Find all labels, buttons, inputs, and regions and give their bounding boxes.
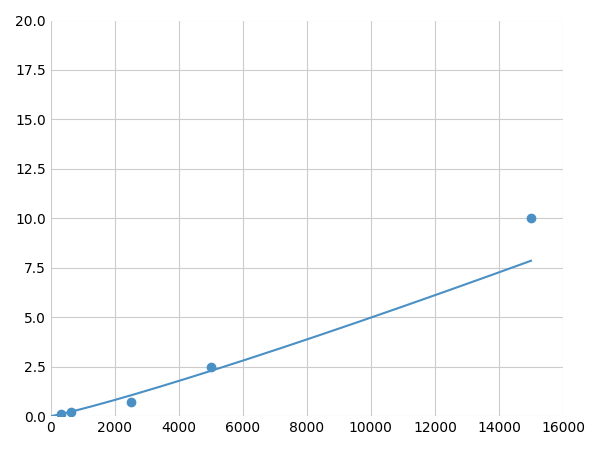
Point xyxy=(126,399,136,406)
Point xyxy=(56,410,65,418)
Point xyxy=(66,409,76,416)
Point xyxy=(526,215,536,222)
Point xyxy=(206,363,215,370)
